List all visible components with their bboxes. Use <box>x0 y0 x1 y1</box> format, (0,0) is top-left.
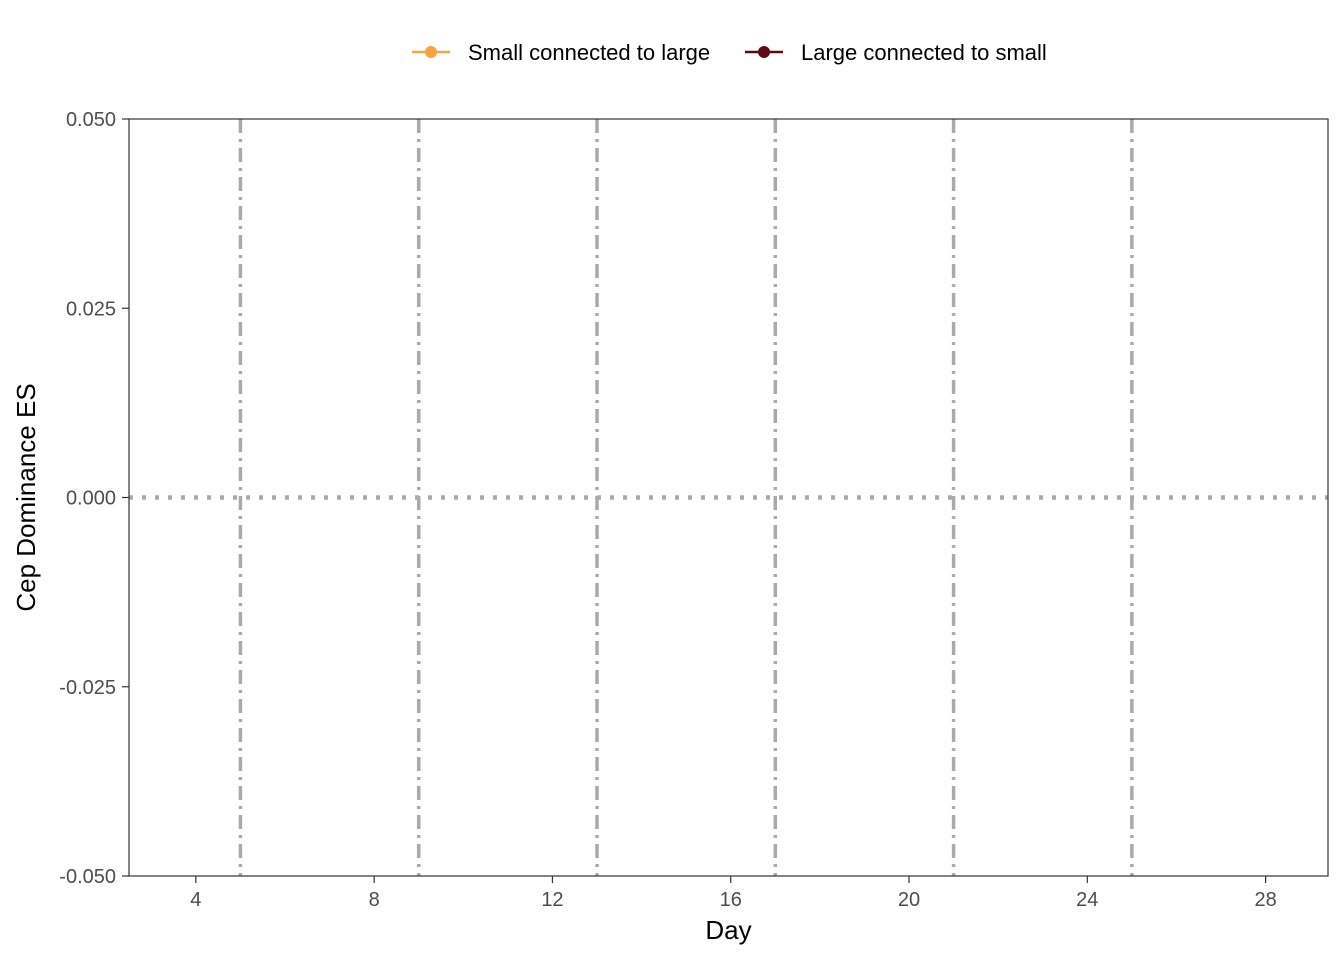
y-tick-label: 0.025 <box>66 298 116 320</box>
x-tick-label: 28 <box>1254 889 1276 911</box>
legend-label: Large connected to small <box>801 40 1047 65</box>
chart-marks <box>129 119 1328 876</box>
y-tick-label: -0.050 <box>59 866 116 888</box>
y-tick-label: 0.050 <box>66 109 116 131</box>
x-tick-label: 16 <box>720 889 742 911</box>
y-tick-label: 0.000 <box>66 488 116 510</box>
legend-label: Small connected to large <box>468 40 710 65</box>
x-axis: 4 8 12 16 20 24 28 <box>190 876 1277 911</box>
x-tick-label: 24 <box>1076 889 1098 911</box>
legend-entry-large-connected-to-small: Large connected to small <box>745 40 1047 65</box>
y-tick-label: -0.025 <box>59 677 116 699</box>
legend-entry-small-connected-to-large: Small connected to large <box>412 40 710 65</box>
x-tick-label: 4 <box>190 889 201 911</box>
legend-key-marker <box>758 46 770 58</box>
legend: Small connected to large Large connected… <box>412 40 1047 65</box>
x-tick-label: 20 <box>898 889 920 911</box>
y-axis: -0.050 -0.025 0.000 0.025 0.050 <box>59 109 129 888</box>
y-axis-title: Cep Dominance ES <box>11 383 41 611</box>
x-axis-title: Day <box>705 915 751 945</box>
x-tick-label: 12 <box>541 889 563 911</box>
x-tick-label: 8 <box>369 889 380 911</box>
legend-key-marker <box>425 46 437 58</box>
